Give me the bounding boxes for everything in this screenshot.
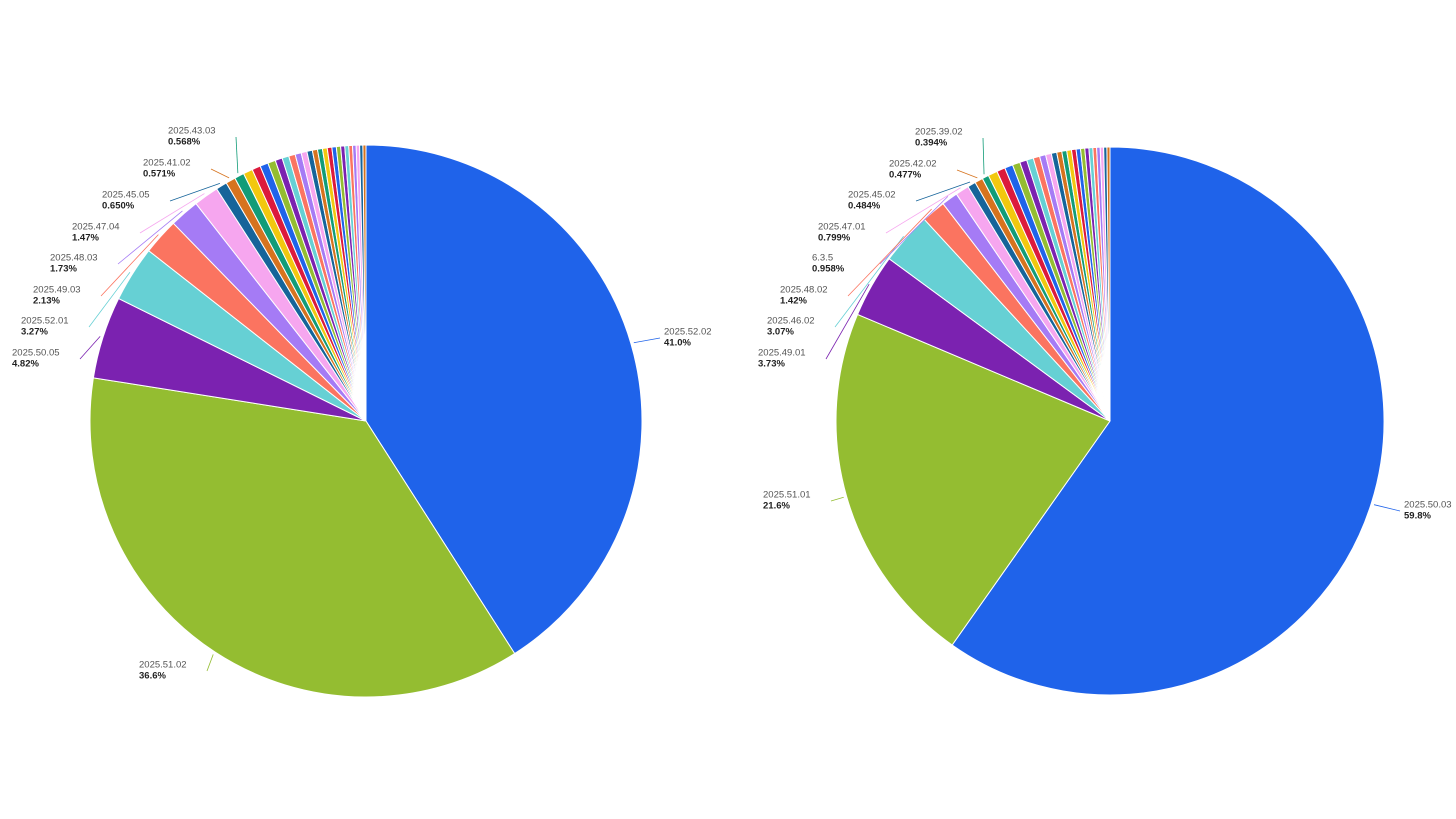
slice-label: 2025.46.02 [767,316,815,327]
slice-label: 2025.45.02 [848,190,896,201]
slice-value: 0.477% [889,170,922,181]
leader-line [825,283,870,360]
slice-value: 59.8% [1404,511,1431,522]
slice-label: 2025.50.05 [12,348,60,359]
slice-value: 1.42% [780,296,807,307]
slice-value: 1.47% [72,233,99,244]
slice-value: 0.571% [143,169,176,180]
slice-value: 36.6% [139,671,166,682]
slice-label: 2025.52.02 [664,327,712,338]
slice-label: 2025.48.03 [50,253,98,264]
slice-label: 2025.48.02 [780,285,828,296]
slice-label: 2025.52.01 [21,316,69,327]
slice-label: 2025.51.01 [763,490,811,501]
slice-label: 2025.47.04 [72,222,120,233]
pie-slice [89,377,516,698]
leader-line [633,337,661,344]
slice-label: 2025.49.03 [33,285,81,296]
slice-label: 2025.49.01 [758,348,806,359]
slice-value: 0.799% [818,233,851,244]
slice-value: 0.484% [848,201,881,212]
leader-line [235,136,239,174]
slice-value: 2.13% [33,296,60,307]
leader-line [1373,504,1401,512]
slice-value: 41.0% [664,338,691,349]
slice-label: 2025.51.02 [139,660,187,671]
leader-line [847,208,932,297]
leader-line [100,234,159,297]
pie-slice [362,144,367,422]
slice-label: 2025.47.01 [818,222,866,233]
leader-line [88,272,131,328]
slice-value: 21.6% [763,501,790,512]
slice-label: 2025.41.02 [143,158,191,169]
slice-value: 3.73% [758,359,785,370]
slice-value: 3.27% [21,327,48,338]
leader-line [139,193,205,234]
leader-line [956,169,978,179]
slice-value: 4.82% [12,359,39,370]
slice-label: 2025.50.03 [1404,500,1452,511]
slice-label: 2025.39.02 [915,127,963,138]
pie-slice [835,313,1111,646]
slice-value: 1.73% [50,264,77,275]
leader-line [210,168,230,179]
slice-label: 2025.42.02 [889,159,937,170]
leader-line [982,137,985,175]
leader-line [206,654,214,672]
slice-value: 0.958% [812,264,845,275]
slice-label: 2025.43.03 [168,126,216,137]
leader-line [169,182,221,202]
pie-slice [365,144,643,655]
leader-line [117,210,183,265]
leader-line [885,187,961,234]
pie-slice [951,146,1385,696]
leader-line [915,181,971,202]
leader-line [879,196,949,265]
leader-line [79,336,101,360]
slice-value: 0.650% [102,201,135,212]
leader-line [830,496,844,502]
slice-label: 6.3.5 [812,253,833,264]
slice-value: 3.07% [767,327,794,338]
slice-label: 2025.45.05 [102,190,150,201]
slice-value: 0.568% [168,137,201,148]
slice-value: 0.394% [915,138,948,149]
pie-slice [1106,146,1111,422]
